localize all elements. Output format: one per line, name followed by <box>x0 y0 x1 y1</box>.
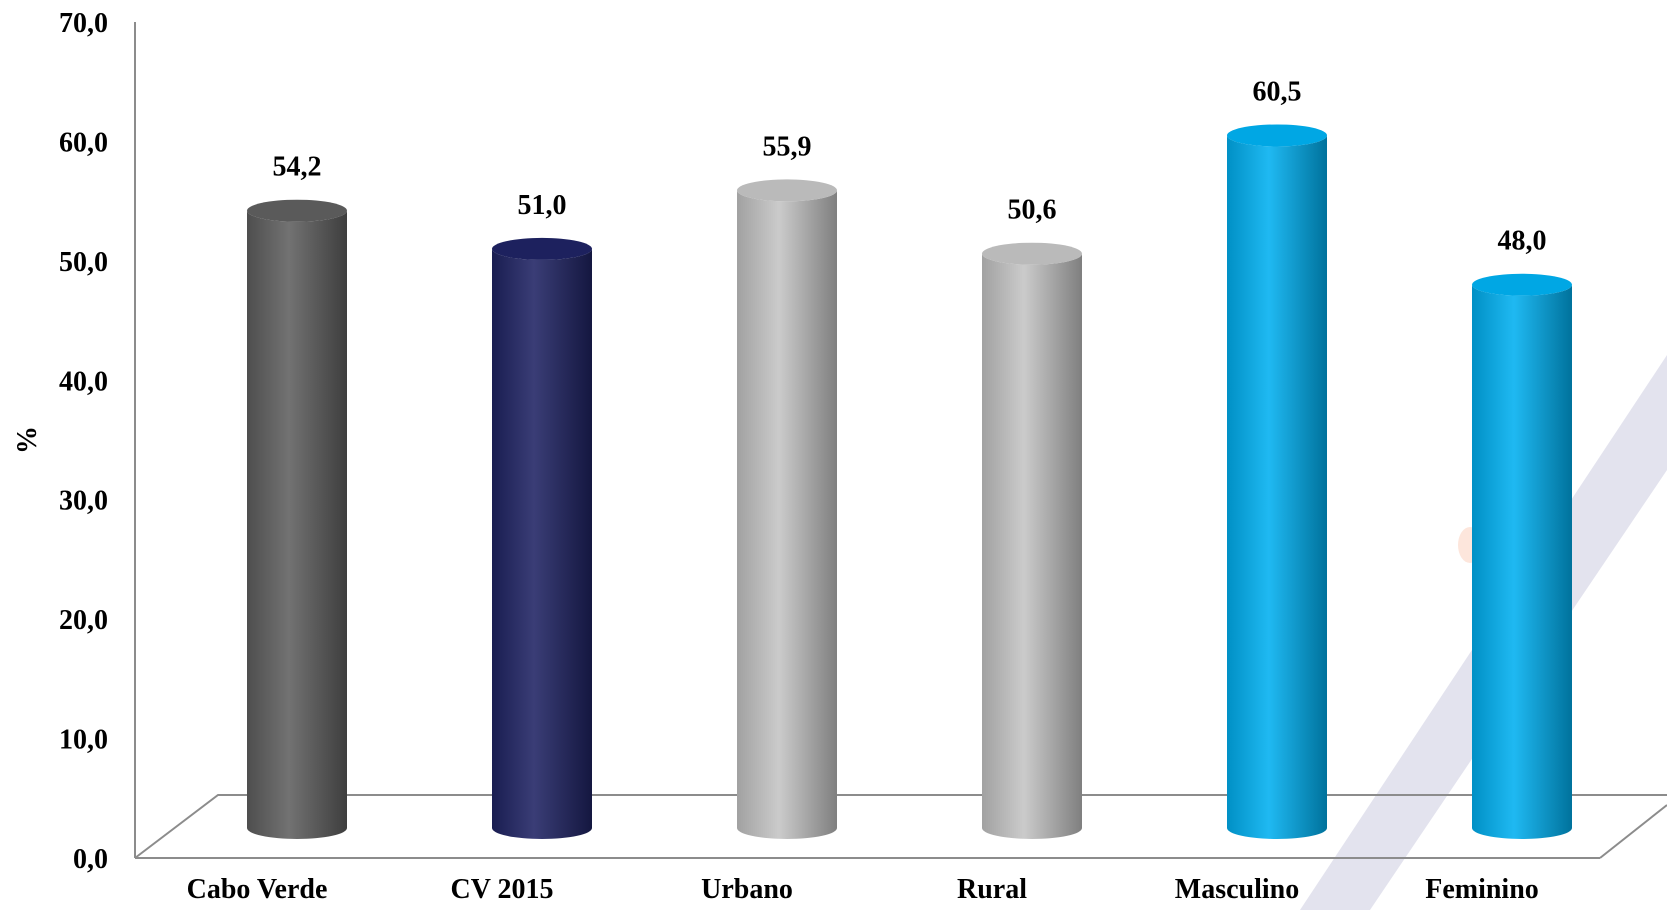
y-tick-label: 50,0 <box>59 247 108 278</box>
bar <box>492 237 592 839</box>
category-label: Masculino <box>1175 874 1299 905</box>
data-label: 54,2 <box>273 152 322 183</box>
bar <box>1227 124 1327 839</box>
data-label: 60,5 <box>1253 76 1302 107</box>
y-tick-label: 40,0 <box>59 366 108 397</box>
bar-top <box>492 237 592 260</box>
y-tick-label: 0,0 <box>73 844 108 875</box>
category-label: Cabo Verde <box>187 874 328 905</box>
bar <box>1472 273 1572 839</box>
bar-body <box>1227 135 1327 839</box>
category-labels: Cabo Verde CV 2015 Urbano Rural Masculino Fem… <box>187 874 1539 905</box>
bar-top <box>247 199 347 222</box>
bar-body <box>1472 284 1572 839</box>
y-tick-label: 10,0 <box>59 725 108 756</box>
data-labels: 54,2 51,0 55,9 50,6 60,5 48,0 <box>273 76 1547 256</box>
data-label: 51,0 <box>518 190 567 221</box>
y-tick-label: 30,0 <box>59 486 108 517</box>
bar <box>982 242 1082 840</box>
bar-series <box>247 124 1572 840</box>
category-label: Feminino <box>1425 874 1539 905</box>
bar-body <box>247 210 347 839</box>
bar-top <box>1472 273 1572 296</box>
y-axis-title: % <box>12 426 43 454</box>
bar-top <box>1227 124 1327 147</box>
y-tick-label: 20,0 <box>59 605 108 636</box>
y-axis-ticks: 0,0 10,0 20,0 30,0 40,0 50,0 60,0 70,0 <box>59 8 108 875</box>
data-label: 50,6 <box>1008 195 1057 226</box>
data-label: 55,9 <box>763 131 812 162</box>
y-tick-label: 60,0 <box>59 127 108 158</box>
bar-top <box>982 242 1082 265</box>
bar-body <box>737 190 837 839</box>
bar <box>247 199 347 839</box>
category-label: Urbano <box>701 874 793 905</box>
bar-body <box>982 253 1082 840</box>
y-tick-label: 70,0 <box>59 8 108 39</box>
bar-top <box>737 179 837 202</box>
category-label: Rural <box>957 874 1027 905</box>
bar-body <box>492 248 592 839</box>
chart-floor <box>134 794 1667 859</box>
category-label: CV 2015 <box>451 874 554 905</box>
bar <box>737 179 837 839</box>
data-label: 48,0 <box>1498 226 1547 257</box>
